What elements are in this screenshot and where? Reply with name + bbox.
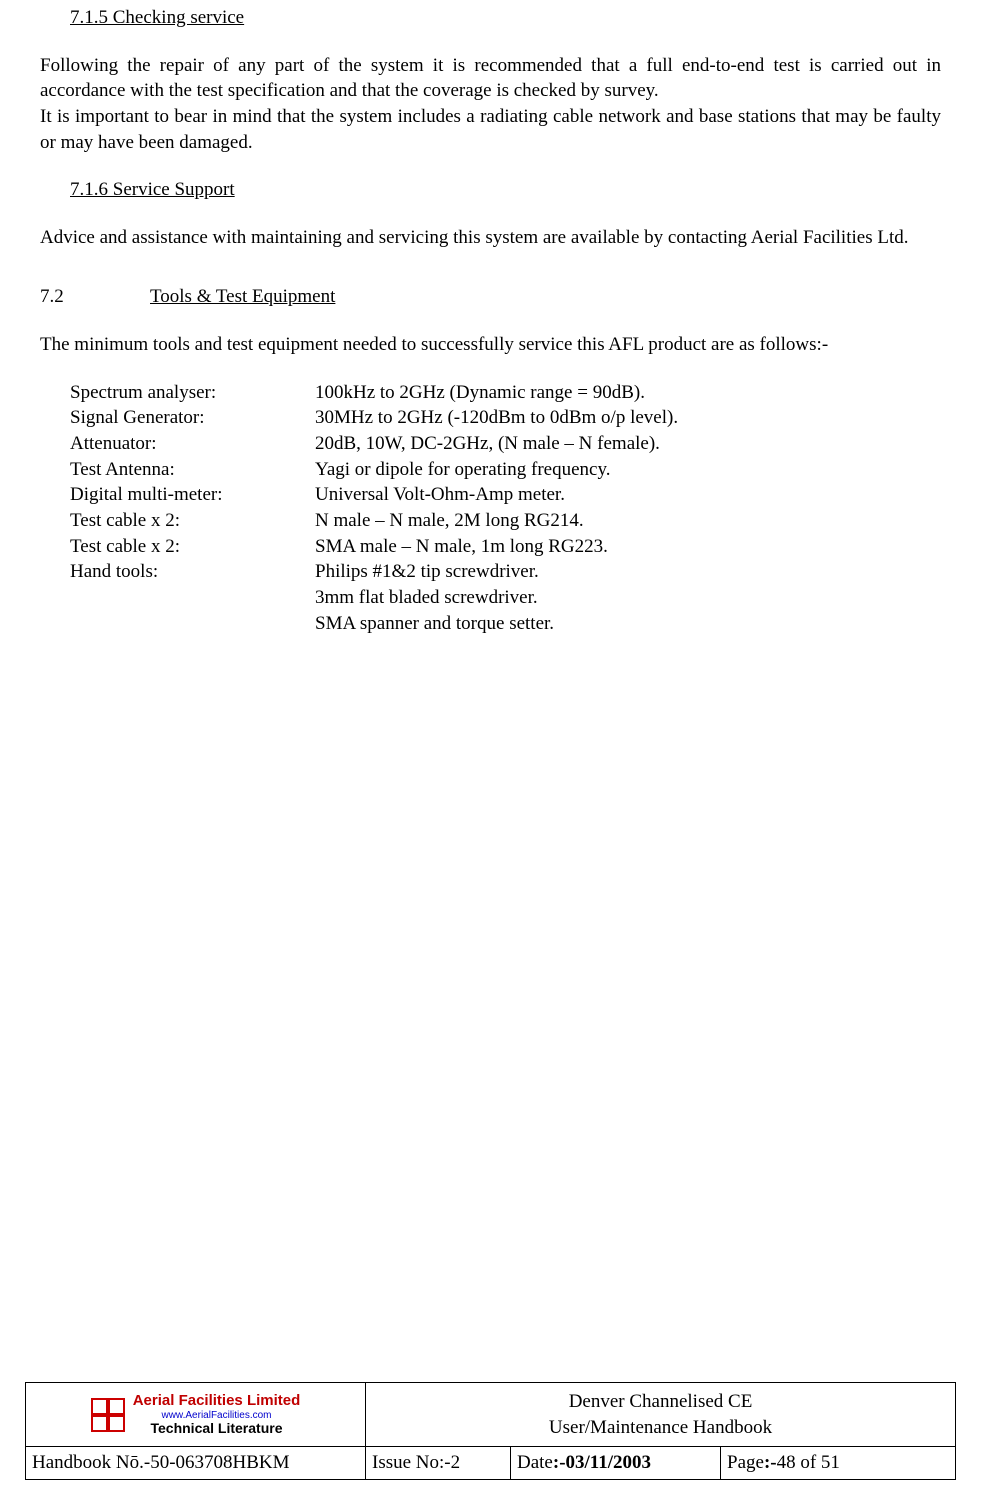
equip-row: Digital multi-meter: Universal Volt-Ohm-…	[70, 482, 941, 508]
equip-value: 30MHz to 2GHz (-120dBm to 0dBm o/p level…	[315, 405, 941, 431]
equip-label: Test cable x 2:	[70, 534, 315, 560]
heading-72-num: 7.2	[40, 284, 150, 310]
document-content: 7.1.5 Checking service Following the rep…	[40, 0, 941, 636]
equip-row: 3mm flat bladed screwdriver.	[70, 585, 941, 611]
equip-value: 20dB, 10W, DC-2GHz, (N male – N female).	[315, 431, 941, 457]
equip-value: Yagi or dipole for operating frequency.	[315, 457, 941, 483]
heading-checking-service: 7.1.5 Checking service	[70, 5, 941, 31]
equip-row: Attenuator: 20dB, 10W, DC-2GHz, (N male …	[70, 431, 941, 457]
footer-handbook: Handbook Nō.-50-063708HBKM	[26, 1447, 366, 1479]
para-716-1: Advice and assistance with maintaining a…	[40, 225, 941, 251]
footer-bottom-row: Handbook Nō.-50-063708HBKM Issue No:-2 D…	[26, 1447, 955, 1479]
equip-value: SMA spanner and torque setter.	[315, 611, 941, 637]
handbook-value: 50-063708HBKM	[150, 1452, 289, 1473]
heading-service-support: 7.1.6 Service Support	[70, 177, 941, 203]
equip-value: 3mm flat bladed screwdriver.	[315, 585, 941, 611]
equip-label: Attenuator:	[70, 431, 315, 457]
issue-label: Issue No:-	[372, 1452, 451, 1473]
footer-logo: Aerial Facilities Limited www.AerialFaci…	[91, 1393, 301, 1436]
equip-value: Universal Volt-Ohm-Amp meter.	[315, 482, 941, 508]
heading-72-title: Tools & Test Equipment	[150, 286, 335, 307]
footer-issue: Issue No:-2	[366, 1447, 511, 1479]
company-logo-icon	[91, 1398, 125, 1432]
footer-top-row: Aerial Facilities Limited www.AerialFaci…	[26, 1383, 955, 1447]
doc-title-2: User/Maintenance Handbook	[374, 1415, 947, 1441]
footer-page: Page:-48 of 51	[721, 1447, 955, 1479]
para-72-intro: The minimum tools and test equipment nee…	[40, 332, 941, 358]
equip-label: Hand tools:	[70, 559, 315, 585]
equipment-list: Spectrum analyser: 100kHz to 2GHz (Dynam…	[70, 380, 941, 636]
equip-row: SMA spanner and torque setter.	[70, 611, 941, 637]
para-715-2: It is important to bear in mind that the…	[40, 104, 941, 155]
doc-title-1: Denver Channelised CE	[374, 1389, 947, 1415]
equip-row: Test Antenna: Yagi or dipole for operati…	[70, 457, 941, 483]
equip-label: Digital multi-meter:	[70, 482, 315, 508]
footer-logo-cell: Aerial Facilities Limited www.AerialFaci…	[26, 1383, 366, 1446]
equip-label	[70, 611, 315, 637]
logo-company-name: Aerial Facilities Limited	[133, 1393, 301, 1410]
equip-row: Test cable x 2: SMA male – N male, 1m lo…	[70, 534, 941, 560]
equip-row: Spectrum analyser: 100kHz to 2GHz (Dynam…	[70, 380, 941, 406]
footer-title-cell: Denver Channelised CE User/Maintenance H…	[366, 1383, 955, 1446]
equip-row: Test cable x 2: N male – N male, 2M long…	[70, 508, 941, 534]
equip-label: Test cable x 2:	[70, 508, 315, 534]
equip-row: Hand tools: Philips #1&2 tip screwdriver…	[70, 559, 941, 585]
page-footer: Aerial Facilities Limited www.AerialFaci…	[25, 1382, 956, 1480]
equip-label: Signal Generator:	[70, 405, 315, 431]
equip-row: Signal Generator: 30MHz to 2GHz (-120dBm…	[70, 405, 941, 431]
equip-label: Spectrum analyser:	[70, 380, 315, 406]
equip-label	[70, 585, 315, 611]
heading-tools-equipment: 7.2Tools & Test Equipment	[40, 284, 941, 310]
logo-text-block: Aerial Facilities Limited www.AerialFaci…	[133, 1393, 301, 1436]
para-715-1: Following the repair of any part of the …	[40, 53, 941, 104]
logo-subtitle: Technical Literature	[133, 1421, 301, 1436]
section-716-body: Advice and assistance with maintaining a…	[40, 225, 941, 251]
equip-value: 100kHz to 2GHz (Dynamic range = 90dB).	[315, 380, 941, 406]
footer-date: Date:-03/11/2003	[511, 1447, 721, 1479]
equip-value: SMA male – N male, 1m long RG223.	[315, 534, 941, 560]
section-715-body: Following the repair of any part of the …	[40, 53, 941, 156]
equip-label: Test Antenna:	[70, 457, 315, 483]
issue-value: 2	[451, 1452, 461, 1473]
handbook-label: Handbook Nō.-	[32, 1452, 150, 1473]
equip-value: Philips #1&2 tip screwdriver.	[315, 559, 941, 585]
equip-value: N male – N male, 2M long RG214.	[315, 508, 941, 534]
